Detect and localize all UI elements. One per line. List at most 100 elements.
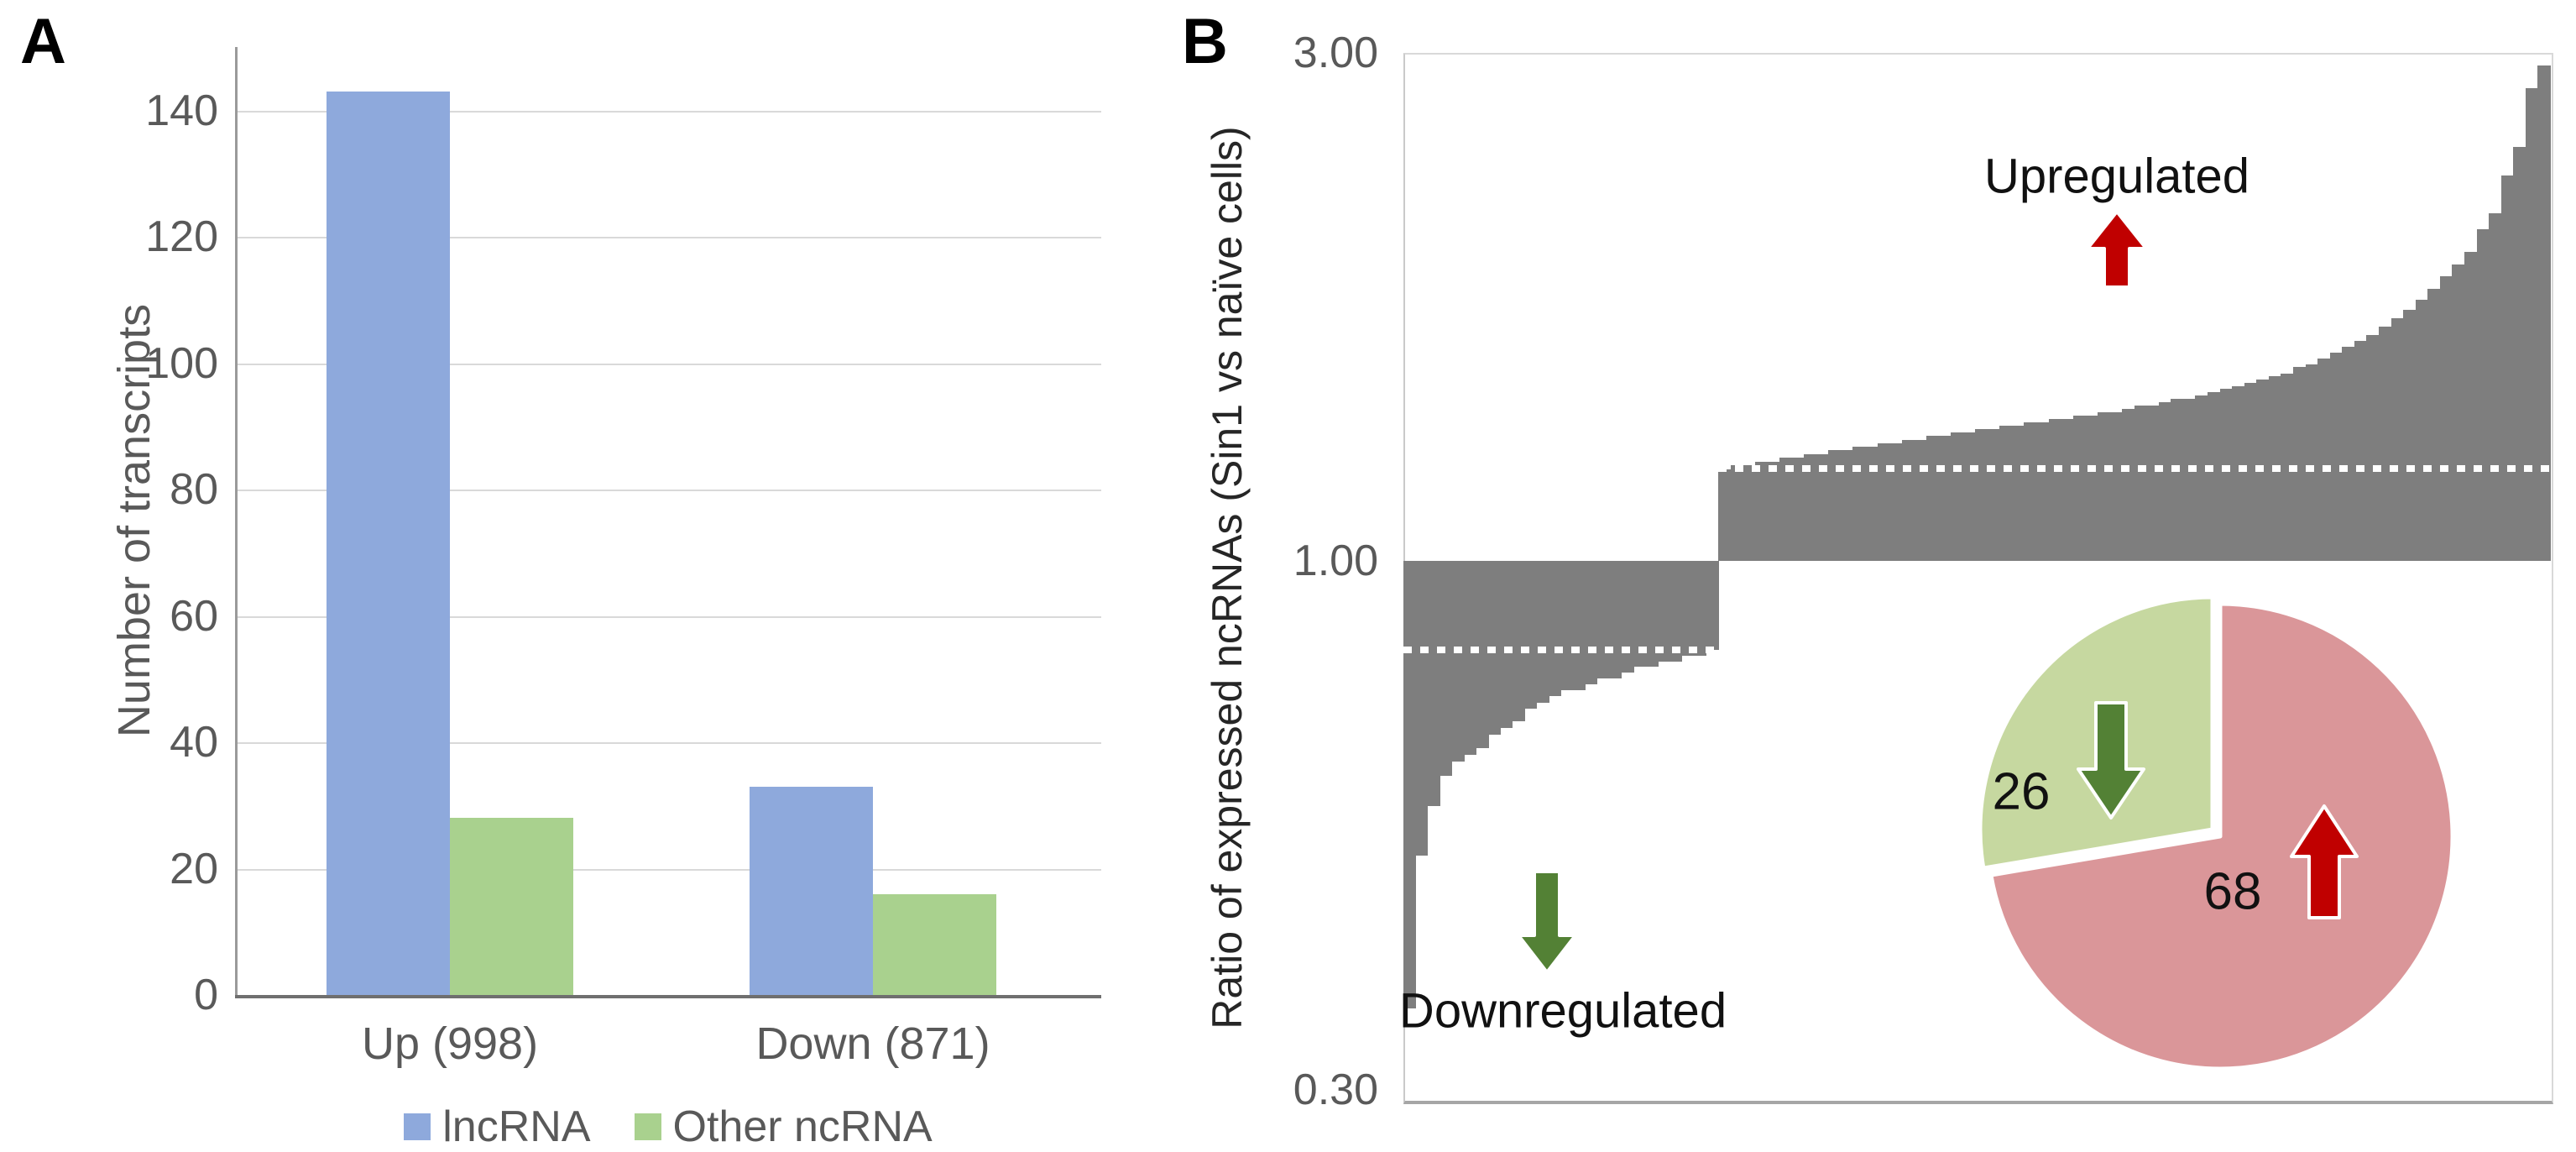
panel-b-label: B — [1182, 6, 1228, 77]
ratio-bar-up — [1767, 461, 1780, 561]
pie-up-arrow-icon — [2290, 804, 2359, 919]
ratio-bar-up — [1791, 458, 1805, 561]
dotted-threshold-up — [1718, 465, 2550, 472]
bar-lncrna-up — [327, 92, 450, 995]
ratio-bar-up — [2182, 398, 2196, 561]
ratio-bar-up — [1975, 429, 1988, 561]
legend: lncRNA Other ncRNA — [235, 1102, 1101, 1152]
ratio-bar-up — [1730, 465, 1743, 561]
ratio-bar-up — [2232, 385, 2245, 561]
ratio-bar-up — [2207, 392, 2221, 561]
legend-item-other-ncrna: Other ncRNA — [634, 1102, 933, 1152]
dotted-threshold-down — [1403, 647, 1718, 653]
pie-slice-upregulated — [1988, 601, 2455, 1071]
ratio-bar-up — [2452, 264, 2465, 561]
gridline — [235, 364, 1101, 365]
ratio-bar-down — [1440, 561, 1453, 777]
y-tick-label: 140 — [145, 86, 218, 135]
ratio-bar-up — [2035, 422, 2050, 561]
gridline — [235, 111, 1101, 113]
ratio-bar-up — [2342, 346, 2355, 561]
y-tick-label: 0.30 — [1293, 1066, 1378, 1114]
ratio-bar-up — [1828, 450, 1842, 561]
ratio-bar-up — [2061, 418, 2074, 561]
ratio-bar-up — [2317, 358, 2331, 561]
ratio-bar-up — [2489, 213, 2502, 561]
y-tick-label: 80 — [170, 465, 218, 514]
ratio-bar-up — [2072, 415, 2086, 561]
ratio-bar-down — [1706, 561, 1719, 651]
ratio-bar-down — [1476, 561, 1489, 748]
ratio-bar-up — [1889, 442, 1903, 561]
legend-swatch-icon — [404, 1113, 431, 1140]
ratio-bar-down — [1560, 561, 1574, 691]
upregulated-label: Upregulated — [1984, 149, 2249, 204]
ratio-bar-down — [1657, 561, 1670, 662]
ratio-bar-down — [1572, 561, 1586, 691]
ratio-bar-up — [1779, 458, 1793, 561]
ratio-bar-up — [2379, 326, 2392, 561]
ratio-bar-down — [1512, 561, 1525, 722]
x-axis-line — [235, 995, 1101, 998]
category-label: Up (998) — [361, 1018, 539, 1069]
legend-label: lncRNA — [442, 1102, 591, 1151]
ratio-bar-up — [2525, 88, 2539, 561]
ratio-bar-down — [1681, 561, 1695, 656]
ratio-bar-up — [2024, 422, 2037, 561]
y-axis-line — [235, 47, 238, 995]
ratio-bar-up — [1852, 447, 1866, 561]
ratio-bar-down — [1500, 561, 1513, 728]
y-tick-label: 20 — [170, 845, 218, 893]
pie-down-arrow-icon — [2077, 701, 2145, 819]
ratio-bar-up — [2171, 398, 2184, 561]
panel-a-label: A — [20, 6, 66, 77]
ratio-bar-up — [1816, 453, 1829, 561]
y-axis-title: Number of transcripts — [109, 303, 159, 738]
ratio-bar-down — [1403, 561, 1416, 1008]
category-label: Down (871) — [755, 1018, 990, 1069]
ratio-bar-up — [2158, 401, 2171, 561]
ratio-bar-up — [2219, 389, 2233, 561]
ratio-bar-down — [1524, 561, 1538, 710]
ratio-bar-up — [2391, 318, 2404, 561]
bar-chart-transcripts: 0 20 40 60 80 100 120 140 Up (998) Down (871) Nu… — [0, 0, 1150, 1152]
bar-lncrna-down — [750, 787, 873, 995]
ratio-bar-up — [1754, 461, 1768, 561]
ratio-bar-up — [2195, 395, 2208, 561]
y-tick-label: 0 — [194, 971, 218, 1019]
ratio-bar-down — [1669, 561, 1683, 662]
ratio-bar-up — [2146, 405, 2160, 561]
ratio-bar-up — [2354, 340, 2367, 561]
ratio-bar-up — [2109, 411, 2123, 561]
ratio-bar-up — [1718, 469, 1732, 561]
bar-other-ncrna-up — [450, 818, 573, 995]
ratio-bar-up — [2134, 405, 2147, 561]
ratio-bar-up — [1999, 425, 2013, 561]
ratio-bar-down — [1585, 561, 1598, 685]
ratio-bar-up — [2403, 310, 2417, 561]
y-tick-label: 60 — [170, 592, 218, 641]
ratio-bar-down — [1427, 561, 1440, 806]
gridline — [235, 616, 1101, 618]
ratio-bar-down — [1415, 561, 1429, 856]
ratio-bar-down — [1645, 561, 1659, 668]
ratio-bar-up — [2427, 289, 2441, 561]
ratio-bar-up — [2476, 228, 2490, 561]
gridline — [235, 237, 1101, 238]
ratio-bar-up — [2500, 175, 2514, 561]
ratio-bar-down — [1536, 561, 1549, 703]
downregulated-label: Downregulated — [1398, 983, 1727, 1039]
bar-other-ncrna-down — [873, 894, 996, 995]
ratio-bar-down — [1694, 561, 1707, 656]
y-tick-label: 1.00 — [1293, 537, 1378, 585]
ratio-bar-up — [1877, 442, 1890, 561]
ratio-bar-up — [2329, 352, 2343, 561]
ratio-bar-up — [2121, 408, 2135, 561]
ratio-bar-up — [2305, 364, 2318, 561]
y-tick-label: 120 — [145, 212, 218, 261]
ratio-bar-down — [1621, 561, 1634, 673]
ratio-bar-up — [2293, 367, 2307, 561]
ratio-bar-up — [1840, 450, 1853, 561]
ratio-bar-down — [1633, 561, 1646, 668]
ratio-bar-down — [1549, 561, 1562, 697]
